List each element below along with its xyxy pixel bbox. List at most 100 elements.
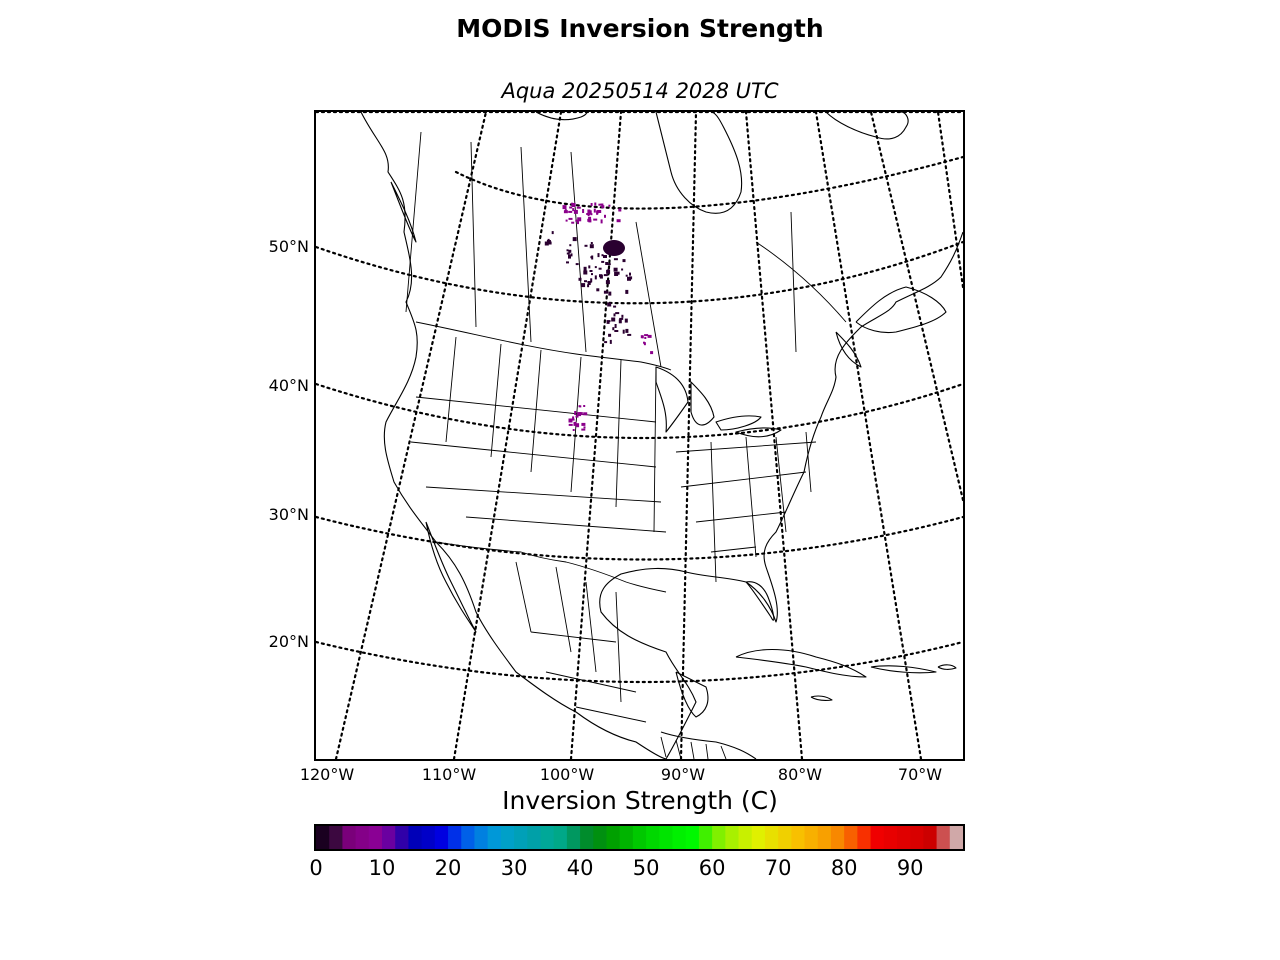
data-pixel <box>594 202 597 206</box>
data-pixel <box>600 203 604 206</box>
lat-label-50n: 50°N <box>268 237 309 256</box>
data-pixel <box>603 274 608 277</box>
data-pixel <box>613 305 617 308</box>
lon-label-80w: 80°W <box>777 765 823 784</box>
lat-label-30n: 30°N <box>268 505 309 524</box>
colorbar-tick-label: 10 <box>368 856 396 880</box>
data-pixel <box>581 428 586 431</box>
data-pixel <box>597 210 602 213</box>
data-pixel <box>605 280 610 285</box>
data-pixel <box>598 267 602 270</box>
data-pixel <box>640 335 643 339</box>
colorbar-tick-label: 20 <box>434 856 462 880</box>
colorbar-swatch <box>672 826 687 849</box>
data-pixel <box>600 219 603 224</box>
colorbar-swatch <box>910 826 924 849</box>
data-pixel <box>583 412 588 416</box>
data-pixel <box>601 260 605 263</box>
data-pixel <box>618 319 622 324</box>
colorbar-swatch <box>844 826 858 849</box>
colorbar-swatch <box>870 826 885 849</box>
data-pixel <box>647 334 652 338</box>
data-pixel <box>571 202 574 205</box>
data-pixel <box>615 312 620 315</box>
lon-label-110w: 110°W <box>421 765 477 784</box>
data-pixel <box>566 252 570 255</box>
data-pixel <box>609 339 612 344</box>
colorbar-swatch <box>751 826 766 849</box>
colorbar-swatch <box>329 826 343 849</box>
data-pixel <box>578 277 582 281</box>
data-pixel <box>566 249 569 252</box>
data-pixel <box>593 218 598 221</box>
data-pixel <box>596 288 600 292</box>
colorbar-swatch <box>764 826 779 849</box>
colorbar-swatch <box>434 826 449 849</box>
colorbar-swatch <box>725 826 740 849</box>
data-pixel <box>568 210 573 213</box>
data-pixel <box>588 265 591 269</box>
data-pixel <box>563 210 568 214</box>
colorbar-swatch <box>830 826 845 849</box>
graticule-lines <box>316 112 963 759</box>
inversion-data-points <box>544 202 654 431</box>
colorbar-swatch <box>619 826 634 849</box>
data-pixel <box>564 209 567 212</box>
data-pixel <box>605 262 609 265</box>
data-pixel <box>625 289 629 294</box>
data-pixel <box>571 221 575 224</box>
data-pixel <box>604 341 608 344</box>
colorbar-tick-label: 90 <box>896 856 924 880</box>
chart-title: MODIS Inversion Strength <box>456 14 824 43</box>
data-pixel <box>576 206 581 209</box>
colorbar-swatch <box>342 826 357 849</box>
data-pixel <box>613 267 618 272</box>
colorbar-swatch <box>540 826 555 849</box>
data-pixel <box>572 429 575 431</box>
data-pixel <box>601 205 605 209</box>
data-pixel <box>629 276 633 280</box>
lat-label-20n: 20°N <box>268 632 309 651</box>
data-pixel <box>606 321 610 324</box>
colorbar-swatch <box>883 826 898 849</box>
colorbar-swatch <box>593 826 608 849</box>
data-pixel <box>546 240 551 244</box>
data-pixel <box>588 219 592 223</box>
north-america-map <box>316 112 963 759</box>
data-pixel <box>612 327 615 331</box>
data-pixel <box>606 320 611 323</box>
colorbar-swatch <box>857 826 872 849</box>
colorbar-swatch <box>368 826 383 849</box>
data-pixel <box>597 253 600 258</box>
data-pixel <box>568 254 571 259</box>
colorbar-swatch <box>804 826 819 849</box>
data-pixel <box>594 266 597 269</box>
data-pixel <box>643 341 645 344</box>
data-pixel <box>621 268 624 271</box>
data-pixel <box>582 209 585 213</box>
data-pixel <box>551 231 554 235</box>
data-pixel <box>583 266 587 271</box>
data-pixel <box>643 342 646 346</box>
colorbar-swatch <box>474 826 489 849</box>
data-pixel <box>575 219 579 222</box>
data-pixel <box>594 275 597 280</box>
colorbar-swatch <box>553 826 568 849</box>
data-pixel <box>624 318 628 323</box>
data-pixel <box>589 244 594 249</box>
colorbar-swatch <box>738 826 753 849</box>
data-pixel <box>569 244 572 247</box>
data-pixel <box>622 329 625 334</box>
colorbar-swatch <box>408 826 423 849</box>
data-pixel <box>586 213 591 215</box>
data-pixel <box>606 269 611 274</box>
data-pixel <box>617 271 620 275</box>
data-pixel <box>566 261 569 264</box>
data-pixel <box>611 317 616 322</box>
data-pixel <box>571 203 576 207</box>
colorbar-swatch <box>382 826 396 849</box>
data-pixel <box>614 330 619 332</box>
data-pixel <box>579 405 582 408</box>
data-pixel <box>544 241 549 246</box>
data-pixel <box>590 242 593 244</box>
